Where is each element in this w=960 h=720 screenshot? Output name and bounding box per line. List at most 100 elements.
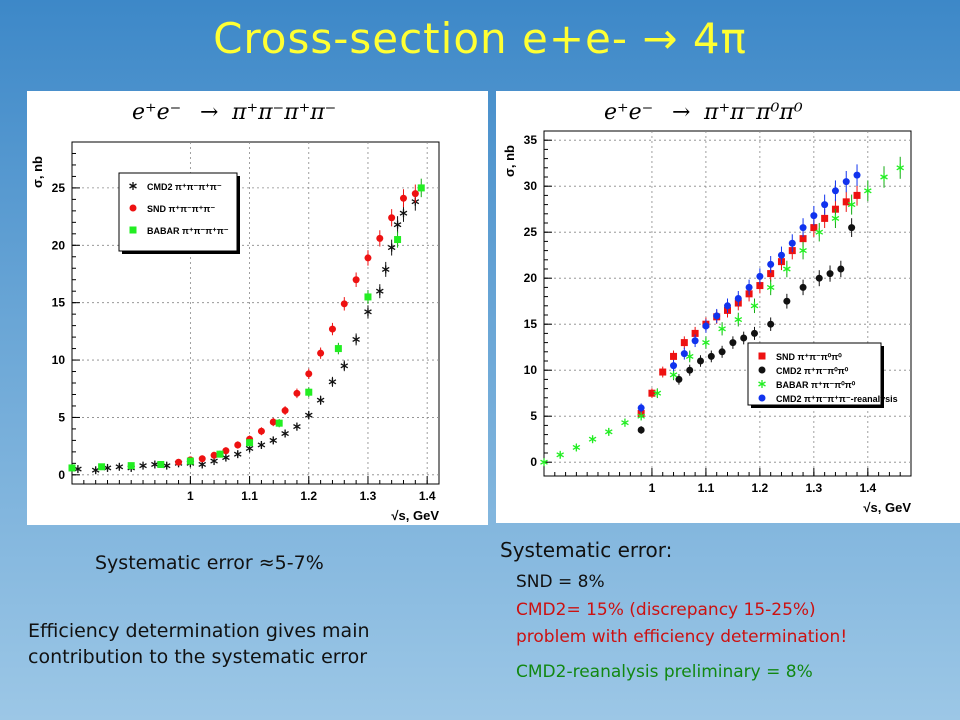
y-tick-label: 35 bbox=[524, 133, 538, 147]
data-point bbox=[707, 352, 715, 360]
data-point bbox=[767, 260, 775, 268]
y-tick-label: 30 bbox=[524, 179, 538, 193]
data-point bbox=[293, 389, 301, 397]
data-point bbox=[572, 443, 581, 452]
data-point bbox=[783, 297, 791, 305]
data-point bbox=[815, 228, 824, 237]
data-point bbox=[826, 270, 834, 278]
data-point bbox=[669, 370, 678, 379]
legend: SND π⁺π⁻π⁰π⁰ CMD2 π⁺π⁻π⁰π⁰ BABAR π⁺π⁻π⁰π⁰ C… bbox=[747, 342, 898, 408]
x-tick-label: 1.2 bbox=[752, 481, 769, 495]
data-point bbox=[766, 283, 775, 292]
snd-error-line: SND = 8% bbox=[516, 572, 605, 592]
data-point bbox=[74, 465, 82, 474]
data-point bbox=[269, 418, 277, 426]
y-tick-label: 10 bbox=[52, 353, 66, 367]
data-point bbox=[853, 171, 861, 179]
y-tick-label: 5 bbox=[530, 409, 537, 423]
data-point bbox=[216, 450, 224, 458]
data-point bbox=[896, 163, 905, 172]
legend-marker bbox=[758, 352, 766, 360]
data-point bbox=[399, 194, 407, 202]
systematic-error-left: Systematic error ≈5-7% bbox=[95, 552, 324, 574]
efficiency-problem-line: problem with efficiency determination! bbox=[516, 627, 848, 647]
data-point bbox=[680, 350, 688, 358]
data-point bbox=[257, 440, 266, 449]
data-point bbox=[588, 435, 597, 444]
legend-label: BABAR π⁺π⁻π⁰π⁰ bbox=[776, 380, 856, 390]
data-point bbox=[750, 329, 758, 337]
data-point bbox=[702, 322, 710, 330]
data-point bbox=[399, 209, 408, 218]
data-point bbox=[394, 236, 402, 244]
data-point bbox=[734, 294, 742, 302]
data-point bbox=[799, 224, 807, 232]
data-point bbox=[246, 439, 254, 447]
data-point bbox=[376, 287, 384, 296]
data-point bbox=[381, 265, 390, 274]
x-axis-label: √s, GeV bbox=[391, 508, 439, 523]
data-point bbox=[670, 362, 678, 370]
data-point bbox=[222, 447, 230, 455]
data-point bbox=[767, 320, 775, 328]
data-point bbox=[186, 457, 194, 465]
data-point bbox=[352, 335, 360, 344]
x-tick-label: 1.3 bbox=[806, 481, 823, 495]
chart-title-lhs: e⁺e⁻ bbox=[604, 100, 653, 125]
data-point bbox=[293, 422, 301, 431]
x-axis-label: √s, GeV bbox=[863, 500, 911, 515]
data-point bbox=[364, 293, 372, 301]
data-point bbox=[115, 462, 124, 471]
data-point bbox=[767, 270, 775, 278]
data-point bbox=[697, 357, 705, 365]
data-point bbox=[328, 377, 337, 386]
data-point bbox=[680, 339, 688, 347]
slide-title: Cross-section e+e- → 4π bbox=[213, 14, 747, 63]
data-point bbox=[352, 276, 360, 284]
data-point bbox=[127, 462, 135, 470]
data-point bbox=[68, 464, 76, 472]
data-point bbox=[103, 463, 112, 472]
data-point bbox=[745, 283, 753, 291]
data-point bbox=[756, 272, 764, 280]
legend-box bbox=[747, 342, 882, 406]
legend-marker bbox=[758, 380, 766, 388]
data-point bbox=[718, 324, 726, 333]
legend-marker bbox=[758, 366, 766, 374]
y-axis-label: σ, nb bbox=[30, 156, 45, 188]
data-point bbox=[821, 201, 829, 209]
data-point bbox=[387, 243, 396, 252]
data-point bbox=[305, 388, 313, 396]
data-point bbox=[724, 302, 731, 310]
chart-title-arrow: → bbox=[672, 100, 690, 125]
data-point bbox=[842, 198, 850, 206]
legend-label: SND π⁺π⁻π⁺π⁻ bbox=[147, 204, 215, 214]
legend-box bbox=[118, 172, 238, 252]
y-tick-label: 25 bbox=[524, 225, 538, 239]
data-point bbox=[91, 466, 100, 475]
data-point bbox=[305, 370, 313, 378]
data-point bbox=[621, 418, 629, 427]
data-point bbox=[364, 307, 372, 316]
chart-title-arrow: → bbox=[200, 100, 218, 125]
y-tick-label: 15 bbox=[524, 317, 538, 331]
data-point bbox=[670, 352, 678, 360]
data-point bbox=[328, 325, 336, 333]
x-tick-label: 1.4 bbox=[419, 489, 436, 503]
data-point bbox=[604, 427, 613, 436]
data-point bbox=[388, 214, 396, 222]
data-point bbox=[637, 404, 645, 412]
data-point bbox=[777, 251, 785, 259]
y-tick-label: 0 bbox=[530, 455, 537, 469]
data-point bbox=[334, 345, 342, 353]
data-point bbox=[98, 463, 106, 471]
data-point bbox=[198, 455, 206, 463]
data-point bbox=[659, 368, 667, 376]
data-point bbox=[417, 184, 425, 192]
data-point bbox=[233, 450, 242, 459]
data-point bbox=[540, 458, 548, 467]
y-tick-label: 15 bbox=[52, 296, 66, 310]
data-point bbox=[157, 460, 165, 468]
efficiency-text-line1: Efficiency determination gives main bbox=[28, 620, 370, 642]
legend-marker bbox=[758, 394, 766, 402]
